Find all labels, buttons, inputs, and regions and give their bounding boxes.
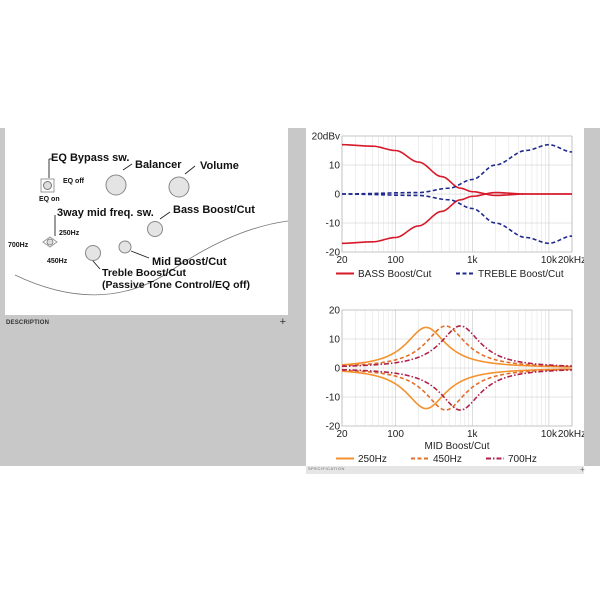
chart0-x-tick-label: 20 — [336, 255, 348, 266]
mid-leader — [130, 250, 150, 259]
chart1-series-line-0 — [341, 326, 573, 368]
chart1-legend-label: 450Hz — [433, 454, 462, 465]
treble-leader — [92, 260, 101, 270]
balancer-knob[interactable] — [105, 174, 127, 196]
plus-icon[interactable]: + — [279, 316, 286, 328]
chart1-x-tick-label: 1k — [467, 429, 479, 440]
eq-bypass-label: EQ Bypass sw. — [51, 152, 129, 164]
mid-freq-switch-knob — [46, 238, 54, 246]
chart1-y-tick-label: 20 — [329, 306, 341, 317]
chart1-series-line-5 — [341, 368, 573, 411]
chart0-series-line-1 — [341, 191, 572, 245]
description-label: DESCRIPTION — [6, 320, 50, 326]
chart0-legend-label: TREBLE Boost/Cut — [478, 269, 564, 280]
chart0-y-tick-label: -10 — [326, 219, 341, 230]
chart0-series-line-3 — [342, 193, 573, 245]
chart1-legend-label: 250Hz — [358, 454, 387, 465]
volume-label: Volume — [200, 160, 239, 172]
balancer-leader — [122, 163, 133, 171]
specification-accordion[interactable]: SPECIFICATION — [306, 466, 584, 474]
chart0-x-tick-label: 100 — [387, 255, 404, 266]
bass-label: Bass Boost/Cut — [173, 204, 255, 216]
chart0-y-tick-label: 10 — [329, 161, 341, 172]
eq-on-label: EQ on — [39, 196, 60, 203]
chart0-x-tick-label: 10k — [541, 255, 558, 266]
eq-response-charts-panel: 20dBv 10 0 -10 -20 20 100 1k 10k 20kHz BASS Boost/… — [306, 128, 587, 466]
chart1-series-line-2 — [341, 325, 573, 368]
chart1-series-line-3 — [341, 368, 573, 411]
chart0-y-tick-label: 20dBv — [312, 132, 340, 143]
chart1-x-axis-label: MID Boost/Cut — [424, 441, 489, 452]
mid-label: Mid Boost/Cut — [152, 256, 227, 268]
chart1-y-tick-label: -20 — [326, 422, 341, 433]
treble-label: Treble Boost/Cut — [102, 267, 187, 279]
chart1-y-tick-label: 10 — [329, 335, 341, 346]
volume-leader — [184, 165, 196, 175]
chart1-legend-label: 700Hz — [508, 454, 537, 465]
chart0-x-tick-label: 1k — [467, 255, 479, 266]
bass-body-outline — [14, 220, 288, 296]
treble-knob[interactable] — [85, 245, 101, 261]
chart1-y-tick-label: -10 — [326, 393, 341, 404]
controls-diagram-panel: EQ Bypass sw. EQ off EQ on Balancer Volu… — [5, 128, 288, 315]
chart0-x-tick-label: 20kHz — [558, 255, 584, 266]
freq-700-label: 700Hz — [8, 242, 29, 249]
volume-knob[interactable] — [168, 176, 190, 198]
eq-off-label: EQ off — [63, 178, 85, 185]
chart1-y-tick-label: 0 — [334, 364, 340, 375]
controls-diagram: EQ Bypass sw. EQ off EQ on Balancer Volu… — [8, 152, 288, 296]
chart1-x-tick-label: 20kHz — [558, 429, 584, 440]
freq-450-label: 450Hz — [47, 258, 68, 265]
balancer-label: Balancer — [135, 159, 182, 171]
bass-leader — [159, 211, 171, 220]
chart1-series-line-4 — [341, 325, 573, 368]
chart0-y-tick-label: -20 — [326, 248, 341, 259]
chart1-x-tick-label: 10k — [541, 429, 558, 440]
bass-knob[interactable] — [147, 221, 163, 237]
eq-bypass-switch-knob — [43, 181, 52, 190]
specification-plus-icon[interactable]: + — [580, 465, 585, 474]
chart1-series-line-1 — [341, 368, 573, 410]
chart0-legend-label: BASS Boost/Cut — [358, 269, 432, 280]
chart1-x-tick-label: 20 — [336, 429, 348, 440]
treble-sub-label: (Passive Tone Control/EQ off) — [102, 279, 250, 291]
chart0-series-line-2 — [342, 143, 573, 195]
freq-250-label: 250Hz — [59, 230, 80, 237]
specification-label: SPECIFICATION — [308, 466, 345, 471]
chart0-y-tick-label: 0 — [334, 190, 340, 201]
mid-freq-switch-label: 3way mid freq. sw. — [57, 207, 154, 219]
mid-knob[interactable] — [118, 240, 132, 254]
description-accordion[interactable]: DESCRIPTION + — [5, 316, 288, 331]
chart1-x-tick-label: 100 — [387, 429, 404, 440]
